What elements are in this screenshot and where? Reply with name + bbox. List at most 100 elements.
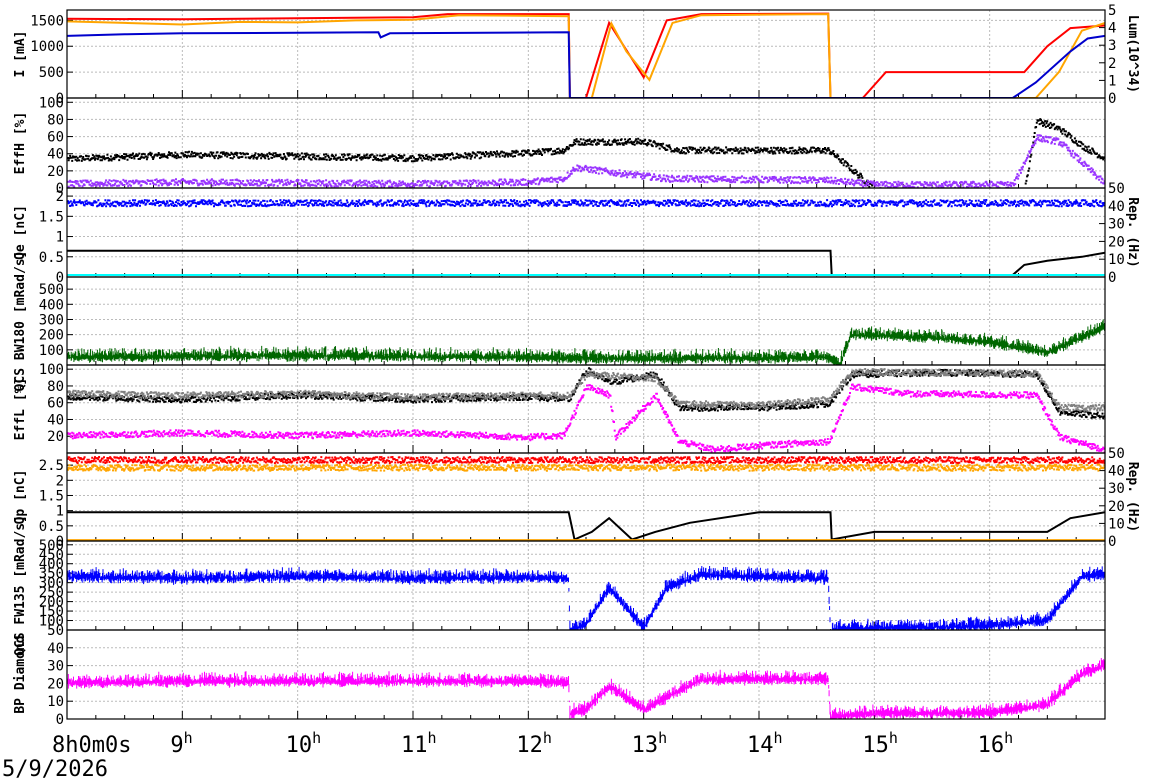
y-axis-label: EffH [%] (13, 112, 28, 175)
right-tick-label: 0 (1108, 270, 1116, 286)
right-axis-label: Rep. (Hz) (1125, 462, 1140, 532)
y-axis-label: Qp [nC] (13, 470, 28, 525)
y-tick-label: 10 (47, 694, 64, 710)
y-tick-label: 80 (47, 112, 64, 128)
y-tick-label: 20 (47, 676, 64, 692)
series-group (67, 658, 1105, 719)
y-tick-label: 100 (39, 95, 64, 111)
series-points (67, 368, 1105, 412)
y-tick-label: 40 (47, 147, 64, 163)
y-tick-label: 100 (39, 343, 64, 359)
y-tick-label: 20 (47, 164, 64, 180)
right-tick-label: 1 (1108, 73, 1116, 89)
series-group (67, 319, 1105, 365)
y-tick-label: 200 (39, 328, 64, 344)
y-tick-label: 0.5 (39, 519, 64, 535)
y-tick-label: 0 (56, 712, 64, 728)
x-tick-label: 15h (862, 729, 898, 758)
series-points (67, 118, 1105, 188)
y-axis-label: BP Diamond (13, 635, 28, 713)
x-tick-label: 14h (747, 729, 783, 758)
right-tick-label: 10 (1108, 516, 1125, 532)
y-axis-label: Qe [nC] (13, 205, 28, 260)
series-line (67, 31, 1105, 98)
right-tick-label: 30 (1108, 217, 1125, 233)
y-tick-label: 30 (47, 659, 64, 675)
right-tick-label: 0 (1108, 91, 1116, 107)
y-axis-label: I [mA] (13, 31, 28, 78)
y-tick-label: 100 (39, 362, 64, 378)
panel-frame (66, 97, 1106, 189)
right-tick-label: 40 (1108, 464, 1125, 480)
y-tick-label: 150 (39, 604, 64, 620)
y-tick-label: 400 (39, 297, 64, 313)
series-group (67, 199, 1105, 276)
right-tick-label: 20 (1108, 499, 1125, 515)
y-tick-label: 60 (47, 130, 64, 146)
y-tick-label: 60 (47, 396, 64, 412)
right-tick-label: 50 (1108, 446, 1125, 462)
panel-frame (66, 629, 1106, 720)
series-trace (67, 658, 1105, 719)
y-tick-label: 500 (39, 538, 64, 554)
y-tick-label: 500 (39, 282, 64, 298)
y-tick-label: 300 (39, 312, 64, 328)
series-points (67, 199, 1105, 208)
series-group (67, 118, 1105, 188)
series-group (67, 456, 1105, 541)
y-tick-label: 1000 (30, 39, 64, 55)
y-tick-label: 1.5 (39, 209, 64, 225)
y-axis-label: QCS BW180 [mRad/s] (13, 251, 28, 392)
y-tick-label: 200 (39, 595, 64, 611)
y-tick-label: 450 (39, 547, 64, 563)
x-tick-label: 9h (170, 729, 192, 758)
y-tick-label: 2 (56, 473, 64, 489)
series-line (67, 249, 1105, 276)
series-group (67, 12, 1105, 98)
series-trace (67, 319, 1105, 365)
right-tick-label: 10 (1108, 252, 1125, 268)
x-tick-label: 8h0m0s (52, 733, 131, 758)
y-tick-label: 0.5 (39, 250, 64, 266)
right-tick-label: 40 (1108, 199, 1125, 215)
x-tick-label: 13h (632, 729, 668, 758)
right-tick-label: 50 (1108, 181, 1125, 197)
y-tick-label: 1500 (30, 13, 64, 29)
panel-frame (66, 276, 1106, 366)
y-tick-label: 40 (47, 641, 64, 657)
y-tick-label: 1.5 (39, 488, 64, 504)
right-tick-label: 20 (1108, 234, 1125, 250)
panel-frame (66, 364, 1106, 454)
y-tick-label: 0 (56, 534, 64, 550)
x-axis: 8h0m0s 5/9/2026 9h 10h 11h 12h 13h 14h 15h 16h (2, 729, 1013, 782)
y-tick-label: 50 (47, 623, 64, 639)
y-tick-label: 250 (39, 585, 64, 601)
y-tick-label: 1 (56, 504, 64, 520)
y-tick-label: 100 (39, 614, 64, 630)
y-tick-label: 0 (56, 270, 64, 286)
series-points (67, 463, 1105, 472)
series-trace (67, 566, 1105, 630)
date-label: 5/9/2026 (2, 757, 108, 782)
series-line (67, 13, 1105, 98)
right-tick-label: 5 (1108, 3, 1116, 19)
right-tick-label: 2 (1108, 56, 1116, 72)
right-tick-label: 4 (1108, 21, 1116, 37)
y-axis-label: QCS FW135 [mRad/s] (13, 515, 28, 656)
y-tick-label: 0 (56, 91, 64, 107)
y-tick-label: 80 (47, 379, 64, 395)
y-tick-label: 20 (47, 429, 64, 445)
series-points (67, 456, 1105, 465)
right-tick-label: 0 (1108, 534, 1116, 550)
series-line (67, 511, 1105, 541)
x-tick-label: 11h (401, 729, 437, 758)
series-line (67, 12, 1105, 98)
panel-frame (66, 540, 1106, 631)
right-tick-label: 30 (1108, 481, 1125, 497)
